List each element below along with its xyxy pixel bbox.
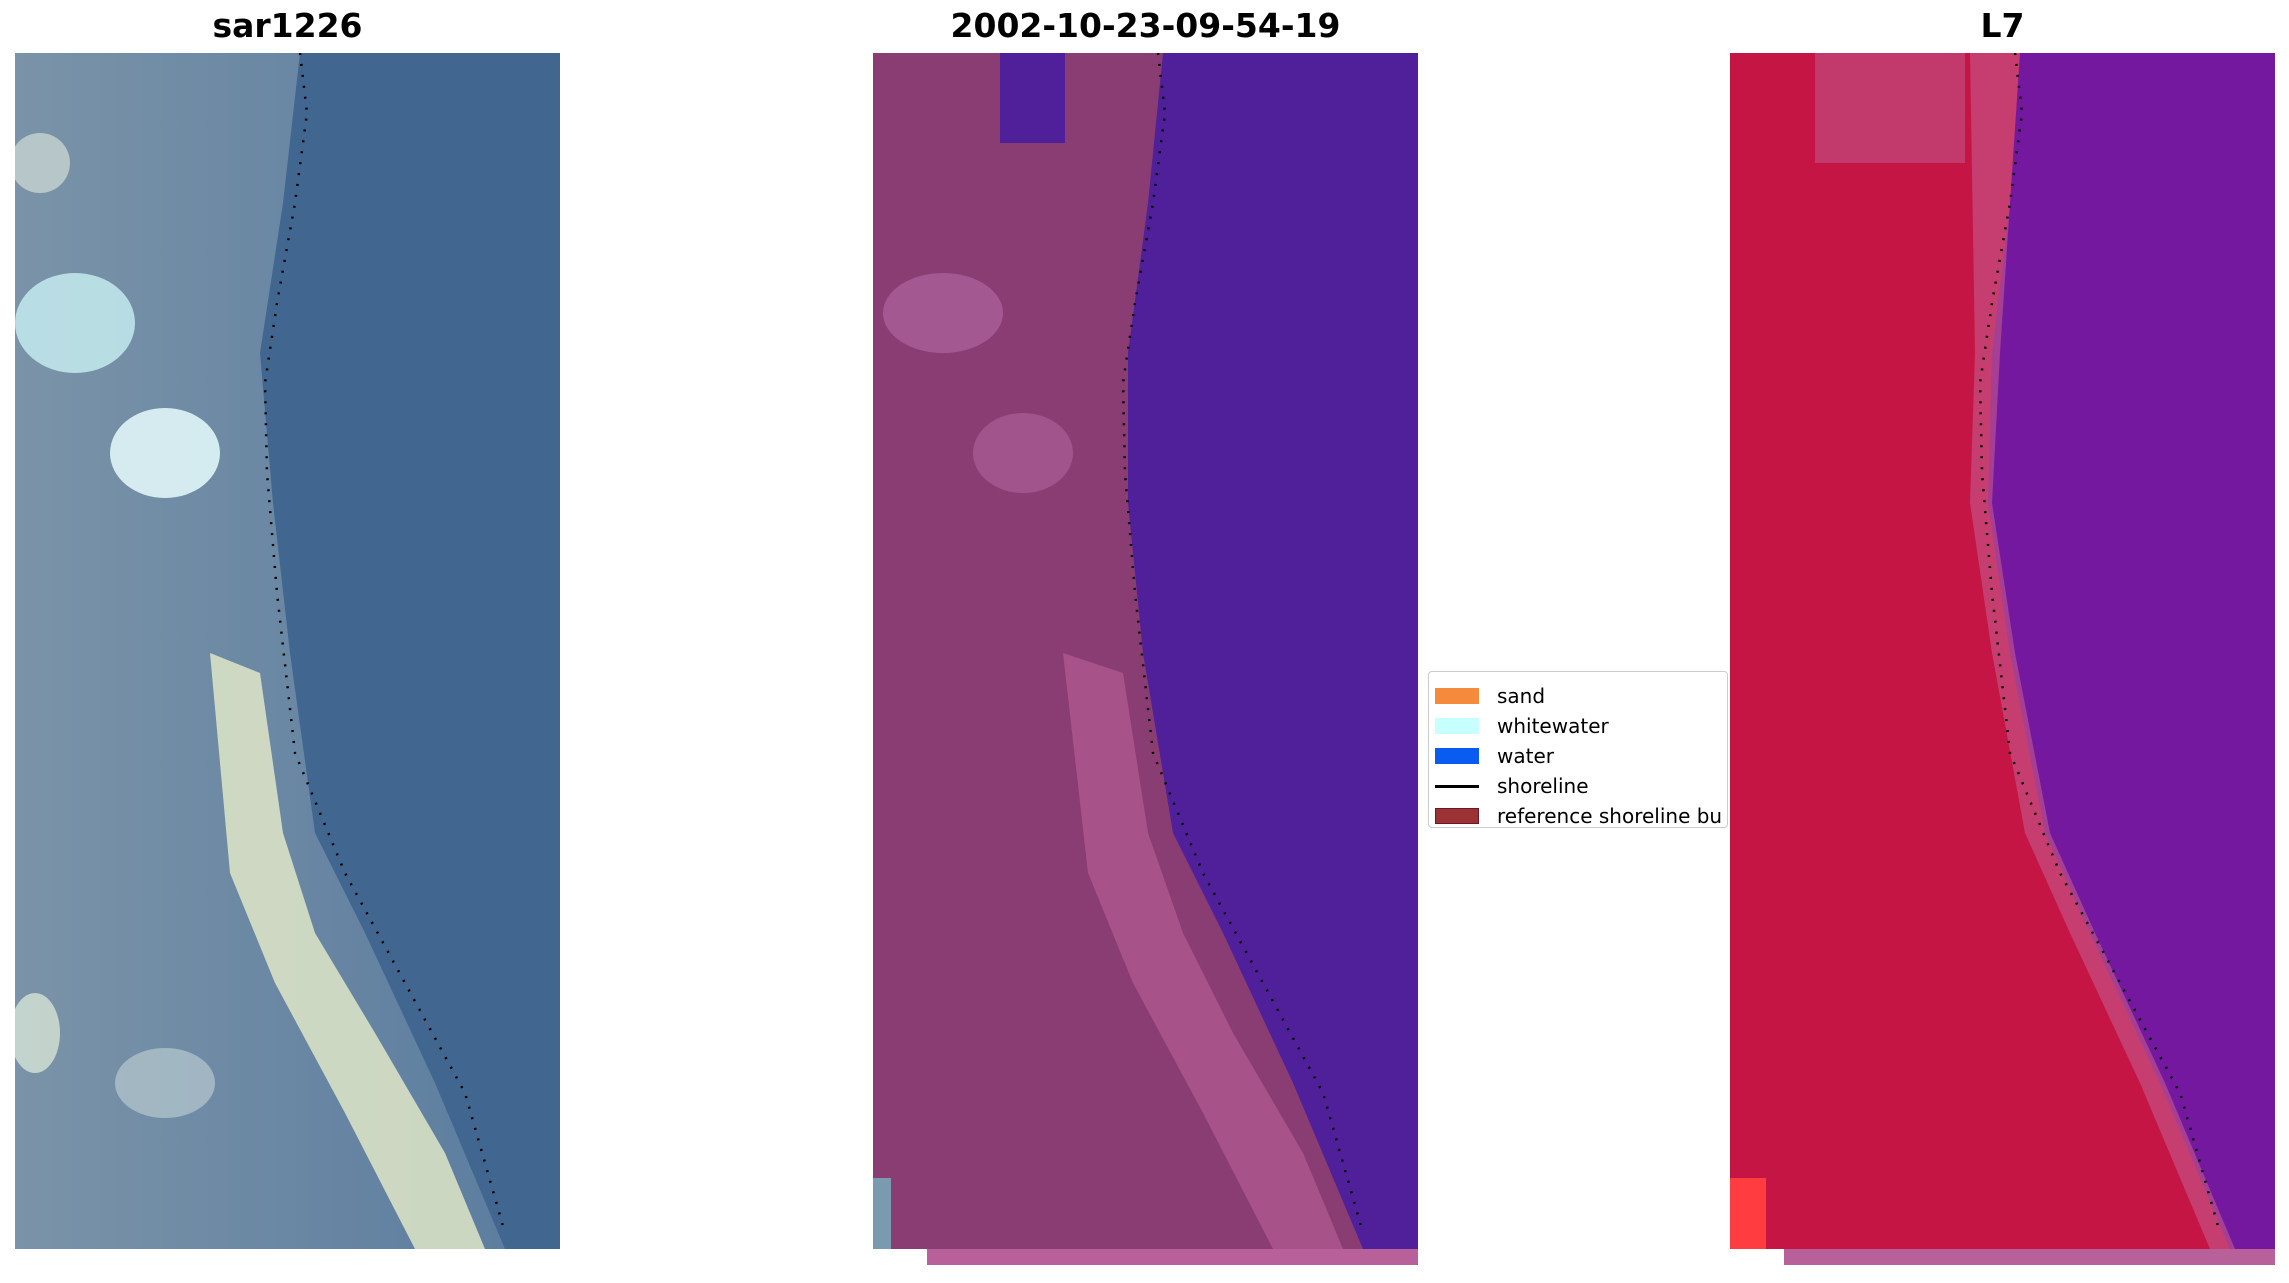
rgb-image-panel	[15, 53, 560, 1249]
rgb-image	[15, 53, 560, 1249]
legend-label: water	[1497, 744, 1554, 768]
legend-item-water: water	[1429, 741, 1554, 771]
nir-image	[1730, 53, 2275, 1249]
reference-buffer-strip	[927, 1249, 1418, 1265]
legend-item-whitewater: whitewater	[1429, 711, 1609, 741]
classified-image	[873, 53, 1418, 1249]
legend-item-sand: sand	[1429, 681, 1545, 711]
legend-label: shoreline	[1497, 774, 1589, 798]
legend-label: sand	[1497, 684, 1546, 708]
legend-item-shoreline: shoreline	[1429, 771, 1589, 801]
panel-title-classified: 2002-10-23-09-54-19	[950, 6, 1341, 45]
water-swatch	[1435, 748, 1479, 764]
panel-title-nir: L7	[1980, 6, 2025, 45]
sand-swatch	[1435, 688, 1479, 704]
legend: sand whitewater water shoreline referenc…	[1428, 671, 1728, 828]
legend-label: whitewater	[1497, 714, 1609, 738]
reference-buffer-strip	[1784, 1249, 2275, 1265]
reference-buffer-swatch	[1435, 808, 1479, 824]
classified-image-panel	[873, 53, 1418, 1249]
panel-title-rgb: sar1226	[212, 6, 363, 45]
legend-item-reference-buffer: reference shoreline bu	[1429, 801, 1723, 828]
legend-label: reference shoreline bu	[1497, 804, 1723, 828]
nir-image-panel	[1730, 53, 2275, 1249]
shoreline-line-swatch	[1435, 784, 1479, 788]
whitewater-swatch	[1435, 718, 1479, 734]
